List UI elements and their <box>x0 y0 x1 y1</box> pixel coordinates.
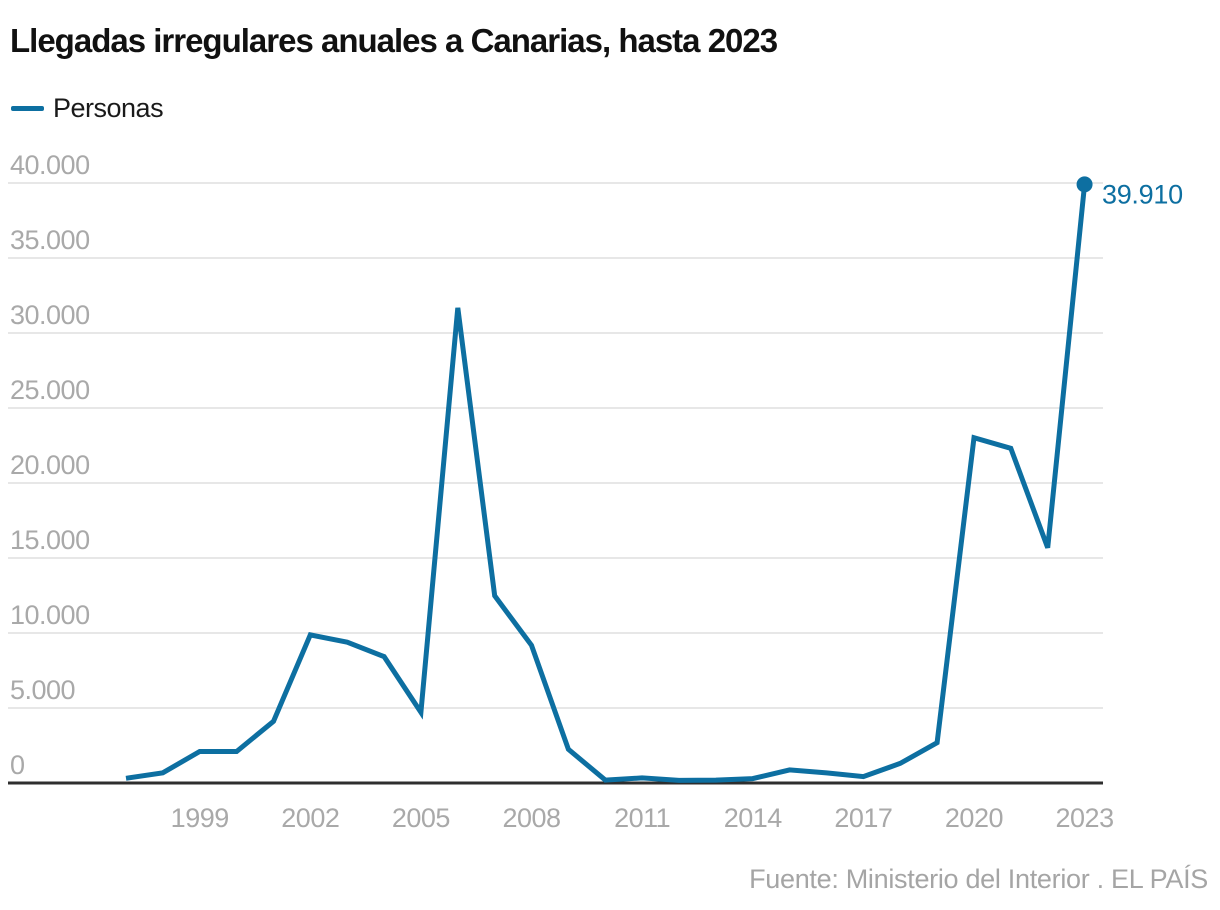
x-axis-label: 2005 <box>392 803 450 833</box>
y-axis-label: 40.000 <box>10 150 90 180</box>
legend-label: Personas <box>53 92 164 123</box>
y-axis-label: 0 <box>10 750 25 780</box>
x-axis-label: 2020 <box>945 803 1003 833</box>
data-line-personas <box>125 184 1088 783</box>
legend-line-swatch <box>11 105 44 111</box>
source-separator: . <box>1089 864 1112 894</box>
x-axis-label: 2017 <box>834 803 892 833</box>
x-axis-label: 2002 <box>281 803 339 833</box>
y-axis-label: 30.000 <box>10 300 90 330</box>
x-axis-label: 1999 <box>171 803 229 833</box>
chart-title: Llegadas irregulares anuales a Canarias,… <box>10 22 778 59</box>
source-credit: Fuente: Ministerio del Interior . EL PAÍ… <box>749 864 1208 895</box>
x-axis-label: 2008 <box>502 803 560 833</box>
y-axis-label: 20.000 <box>10 450 90 480</box>
legend: Personas <box>11 92 164 123</box>
x-axis-label: 2014 <box>724 803 783 833</box>
source-text: Fuente: Ministerio del Interior <box>749 864 1090 894</box>
y-axis-label: 10.000 <box>10 600 90 630</box>
y-axis-label: 5.000 <box>10 675 75 705</box>
publisher-credit: EL PAÍS <box>1111 864 1208 894</box>
end-point-marker <box>1076 176 1093 193</box>
y-axis-label: 25.000 <box>10 375 90 405</box>
y-axis-label: 35.000 <box>10 225 90 255</box>
x-axis-label: 2011 <box>614 803 670 833</box>
y-axis-label: 15.000 <box>10 525 90 555</box>
x-axis-label: 2023 <box>1056 803 1114 833</box>
end-point-value-label: 39.910 <box>1102 179 1183 209</box>
